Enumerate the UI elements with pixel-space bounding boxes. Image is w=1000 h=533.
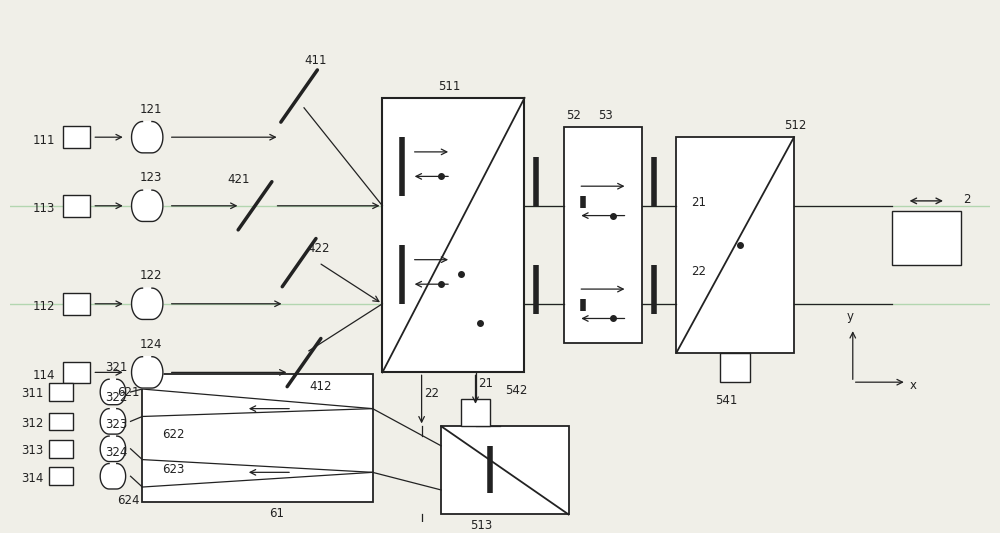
Text: 411: 411 — [304, 54, 327, 67]
Bar — [441, 426, 569, 514]
Text: 22: 22 — [691, 264, 706, 278]
Text: 322: 322 — [105, 391, 127, 403]
Text: 52: 52 — [566, 109, 581, 123]
Bar — [63, 195, 90, 216]
Bar — [49, 440, 73, 458]
Text: 21: 21 — [478, 377, 493, 390]
Bar — [63, 293, 90, 314]
Polygon shape — [100, 464, 126, 489]
Bar — [142, 374, 373, 502]
Text: 412: 412 — [309, 380, 331, 393]
Bar — [892, 211, 961, 264]
Polygon shape — [132, 288, 163, 319]
Text: 421: 421 — [228, 173, 250, 186]
Text: 124: 124 — [139, 338, 162, 351]
Bar — [49, 467, 73, 485]
Bar — [49, 413, 73, 430]
Text: 122: 122 — [139, 269, 162, 282]
Text: x: x — [910, 378, 917, 392]
Polygon shape — [100, 379, 126, 405]
Text: 422: 422 — [307, 242, 329, 255]
Text: 623: 623 — [162, 463, 184, 475]
Polygon shape — [100, 409, 126, 434]
Bar — [720, 353, 750, 382]
Text: y: y — [846, 310, 853, 324]
Text: 321: 321 — [105, 361, 127, 374]
Text: 61: 61 — [269, 507, 284, 520]
Text: 622: 622 — [162, 428, 184, 441]
Text: 121: 121 — [139, 103, 162, 116]
Text: 2: 2 — [964, 193, 971, 206]
Bar — [63, 126, 90, 148]
Bar — [63, 361, 90, 383]
Text: 22: 22 — [425, 387, 440, 400]
Text: 123: 123 — [139, 171, 162, 184]
Polygon shape — [132, 190, 163, 222]
Text: 542: 542 — [505, 384, 527, 397]
Text: 314: 314 — [21, 472, 43, 484]
Text: 513: 513 — [471, 519, 493, 532]
Text: 313: 313 — [21, 445, 43, 457]
Text: 312: 312 — [21, 417, 43, 430]
Text: 311: 311 — [21, 387, 43, 400]
Text: 324: 324 — [105, 446, 127, 458]
Polygon shape — [132, 122, 163, 153]
Text: 114: 114 — [33, 369, 55, 382]
Text: 621: 621 — [117, 386, 139, 399]
Text: 512: 512 — [784, 119, 807, 132]
Text: 112: 112 — [33, 300, 55, 313]
Text: 113: 113 — [33, 202, 55, 215]
Text: 21: 21 — [691, 196, 706, 209]
Bar — [564, 127, 642, 343]
Bar — [49, 383, 73, 401]
Bar — [382, 98, 524, 373]
Bar — [461, 399, 490, 426]
Bar — [676, 137, 794, 353]
Text: 511: 511 — [438, 80, 461, 93]
Polygon shape — [132, 357, 163, 388]
Text: 111: 111 — [33, 134, 55, 147]
Polygon shape — [100, 436, 126, 462]
Text: 323: 323 — [105, 418, 127, 431]
Text: 53: 53 — [598, 109, 613, 123]
Text: 624: 624 — [117, 494, 139, 507]
Text: 541: 541 — [716, 394, 738, 407]
